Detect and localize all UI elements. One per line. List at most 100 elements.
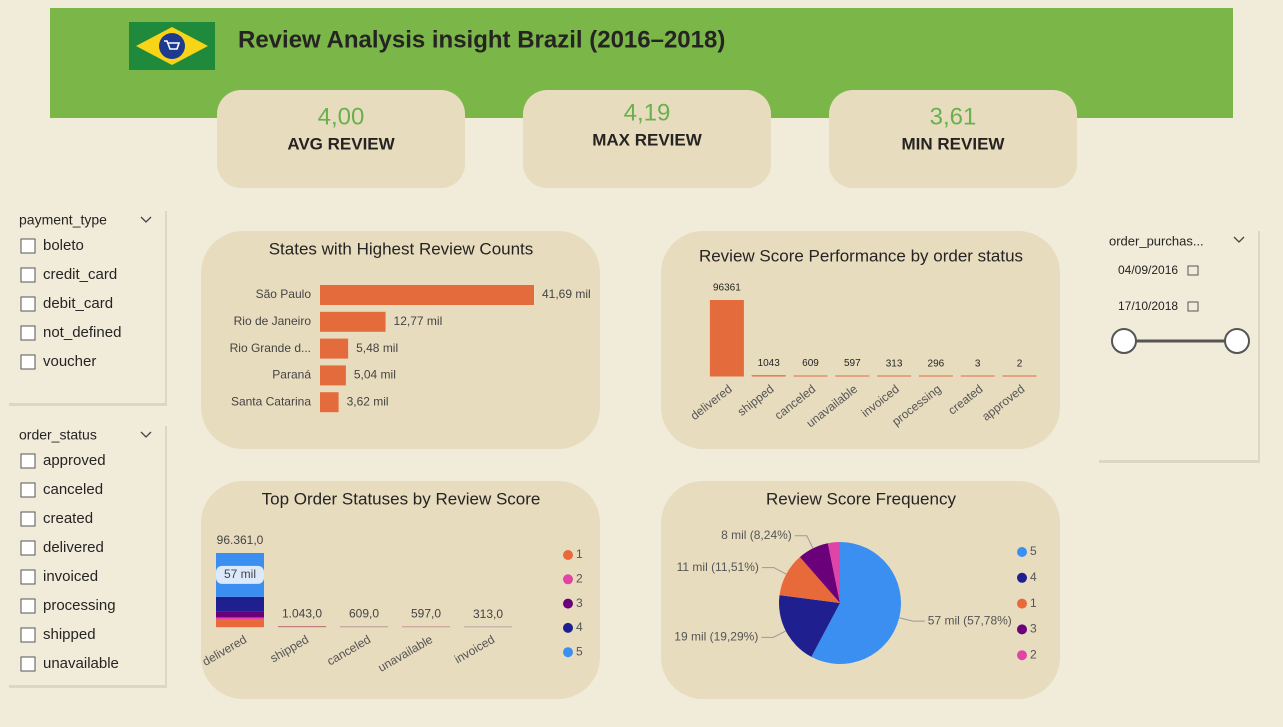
total-label: 1.043,0 [282,606,322,620]
slider-handle[interactable] [1224,328,1250,354]
total-label: 609,0 [349,607,379,621]
slicer-item[interactable]: shipped [43,626,96,643]
checkbox[interactable] [20,482,36,498]
bar [320,392,339,413]
date-input[interactable] [1110,294,1202,320]
pie-slice [827,542,840,603]
slider-handle[interactable] [1111,328,1137,354]
checkbox[interactable] [20,267,36,283]
calendar-icon [1187,265,1199,276]
slicer-item[interactable]: delivered [43,539,104,556]
slicer-chevron [140,431,152,438]
value-label: 57 mil (57,78%) [928,613,1012,627]
legend-label: 2 [576,571,583,585]
leader-line [794,535,814,549]
label-box [216,565,264,584]
kpi-value: 4,19 [624,99,671,126]
legend-label: 1 [576,547,583,561]
legend-marker [563,550,573,560]
category-label: Rio de Janeiro [234,314,312,328]
value-label: 5,04 mil [354,368,396,382]
date-text[interactable]: 17/10/2018 [1118,299,1178,313]
total-label: 597,0 [411,607,441,621]
slicer-item[interactable]: debit_card [43,295,113,312]
kpi-label: MAX REVIEW [592,130,703,149]
legend-marker [563,647,573,658]
slicer-item[interactable]: created [43,510,93,527]
slicer-item[interactable]: voucher [43,353,96,370]
legend-marker [1017,572,1027,583]
slicer-item[interactable]: canceled [43,481,103,498]
slicer-title: payment_type [19,212,107,228]
checkbox[interactable] [20,325,36,341]
chart-panel [201,481,600,699]
legend-marker [1017,650,1027,661]
bar [320,338,349,359]
legend-label: 4 [1030,570,1037,584]
chart-title: Top Order Statuses by Review Score [262,489,541,508]
total-label: 96.361,0 [217,533,264,547]
value-label: 597 [844,358,861,369]
value-label: 609 [802,358,819,369]
category-label: Paraná [272,368,311,382]
pie-slice [811,542,902,664]
bar-segment [216,617,264,620]
value-label: 12,77 mil [394,314,443,328]
checkbox[interactable] [20,656,36,672]
bar [320,285,534,305]
checkbox[interactable] [20,354,36,370]
date-input[interactable] [1110,258,1202,284]
legend-marker [563,622,573,633]
date-text[interactable]: 04/09/2016 [1118,263,1178,277]
legend-label: 3 [1030,622,1037,636]
value-label: 57 mil [224,567,256,581]
pie-slice [799,543,840,603]
slicer-item[interactable]: processing [43,597,116,614]
checkbox[interactable] [20,569,36,585]
kpi-card [217,90,465,188]
checkbox[interactable] [20,453,36,469]
slicer-item[interactable]: not_defined [43,324,121,341]
kpi-label: MIN REVIEW [902,134,1006,153]
legend-marker [1017,624,1027,635]
chart-title: Review Score Frequency [766,489,956,508]
checkbox[interactable] [20,598,36,614]
chart-title: States with Highest Review Counts [269,239,534,258]
legend-label: 3 [576,596,583,610]
value-label: 2 [1017,359,1023,370]
checkbox[interactable] [20,511,36,527]
bar [709,300,744,376]
bar [751,375,786,376]
kpi-value: 4,00 [318,103,365,130]
category-label: Rio Grande d... [230,341,311,355]
bar-segment [216,596,264,612]
slicer-item[interactable]: boleto [43,237,84,254]
value-label: 19 mil (19,29%) [674,630,758,644]
calendar-icon [1187,301,1199,312]
value-label: 3,62 mil [347,394,389,408]
slicer-item[interactable]: unavailable [43,655,119,672]
flag-circle [159,33,185,59]
category-label: São Paulo [256,287,312,301]
pie-slice [779,557,840,603]
bar-segment [216,619,264,627]
slicer-item[interactable]: invoiced [43,568,98,585]
kpi-value: 3,61 [930,103,977,130]
checkbox[interactable] [20,540,36,556]
legend-marker [1017,547,1027,557]
checkbox[interactable] [20,296,36,312]
total-label: 313,0 [473,607,503,621]
value-label: 296 [928,358,945,369]
checkbox[interactable] [20,627,36,643]
slicer-item[interactable]: credit_card [43,266,117,283]
legend-marker [563,598,573,609]
leader-line [761,567,787,575]
chart-title: Review Score Performance by order status [699,246,1023,265]
slicer-item[interactable]: approved [43,452,106,469]
slicer-chevron [1233,236,1245,243]
leader-line [899,617,925,622]
page-title: Review Analysis insight Brazil (2016–201… [238,26,725,53]
checkbox[interactable] [20,238,36,254]
